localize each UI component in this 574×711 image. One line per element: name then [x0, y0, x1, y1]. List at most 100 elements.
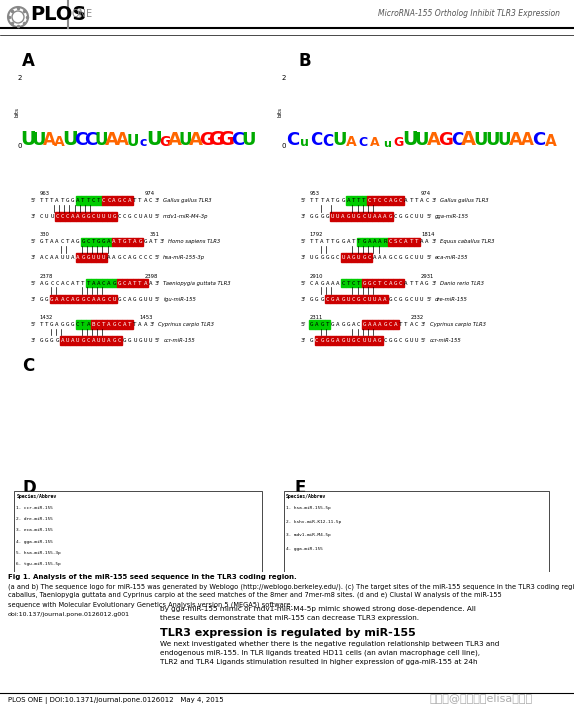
Bar — [106, 543, 111, 553]
Text: G: G — [145, 513, 147, 516]
Text: G: G — [393, 529, 395, 533]
Text: C: C — [161, 557, 163, 562]
Bar — [81, 254, 86, 262]
Text: A: A — [55, 296, 59, 301]
Bar — [346, 295, 351, 304]
Text: A: A — [107, 513, 110, 516]
Text: G: G — [389, 338, 392, 343]
Text: C: C — [149, 255, 152, 260]
Bar — [160, 510, 165, 520]
Text: C: C — [398, 529, 401, 533]
Text: U: U — [420, 214, 424, 219]
Text: G: G — [393, 542, 395, 547]
Bar — [325, 295, 331, 304]
Text: G: G — [394, 198, 397, 203]
Text: A: A — [134, 547, 137, 550]
Text: U: U — [188, 535, 190, 539]
Bar — [387, 540, 392, 550]
Bar — [331, 336, 336, 345]
Bar — [60, 295, 65, 304]
Text: G: G — [118, 281, 121, 286]
Text: U: U — [332, 132, 347, 149]
Text: T: T — [45, 322, 48, 327]
Text: U: U — [404, 515, 406, 519]
Bar — [473, 498, 478, 508]
Text: A: A — [107, 255, 111, 260]
Text: T: T — [76, 281, 80, 286]
Bar — [383, 320, 388, 328]
Bar — [435, 498, 441, 508]
Text: A: A — [370, 137, 380, 149]
Text: A: A — [76, 198, 80, 203]
Text: A: A — [331, 281, 334, 286]
Bar — [138, 520, 144, 531]
Text: 3': 3' — [160, 240, 165, 245]
Bar — [336, 336, 341, 345]
Bar — [388, 320, 393, 328]
Bar — [351, 254, 356, 262]
Text: A: A — [97, 296, 100, 301]
Text: U: U — [172, 524, 174, 528]
Text: G: G — [352, 338, 355, 343]
Text: G: G — [320, 214, 324, 219]
Text: T: T — [399, 322, 402, 327]
Text: 2: 2 — [281, 75, 285, 81]
Text: G: G — [133, 296, 137, 301]
Text: U: U — [415, 296, 418, 301]
Text: A: A — [71, 240, 75, 245]
Text: G: G — [320, 255, 324, 260]
Text: G: G — [469, 529, 471, 533]
Text: C: C — [231, 132, 245, 149]
Bar — [133, 279, 138, 287]
Text: G: G — [474, 501, 476, 506]
Text: A: A — [118, 501, 121, 506]
Text: A: A — [107, 524, 110, 528]
Text: G: G — [352, 255, 355, 260]
Text: bits: bits — [278, 107, 282, 117]
Bar — [446, 540, 451, 550]
Bar — [414, 540, 419, 550]
Text: C: C — [193, 547, 195, 550]
Text: A: A — [461, 130, 476, 149]
Bar — [86, 336, 91, 345]
Text: 3. eca-miR-155: 3. eca-miR-155 — [16, 528, 53, 533]
Text: T: T — [40, 198, 43, 203]
Bar — [397, 498, 403, 508]
Text: U: U — [193, 524, 195, 528]
Text: A: A — [97, 281, 100, 286]
Text: G: G — [145, 557, 147, 562]
Text: G: G — [145, 535, 147, 539]
Text: G: G — [128, 338, 131, 343]
Text: C: C — [409, 214, 413, 219]
Text: G: G — [144, 240, 147, 245]
Text: G: G — [156, 535, 158, 539]
Text: G: G — [442, 501, 444, 506]
Text: T: T — [154, 240, 157, 245]
Bar — [102, 336, 107, 345]
Bar — [398, 237, 404, 246]
Bar — [378, 237, 383, 246]
Bar — [392, 526, 397, 536]
Bar — [133, 510, 138, 520]
Text: A: A — [144, 322, 147, 327]
Text: G: G — [40, 240, 43, 245]
Bar — [362, 237, 367, 246]
Text: TLR2 and TLR4 Ligands stimulation resulted in higher expression of gga-miR-155 a: TLR2 and TLR4 Ligands stimulation result… — [160, 659, 478, 665]
Bar — [149, 510, 154, 520]
Text: G: G — [389, 255, 392, 260]
Bar — [76, 320, 81, 328]
Text: G: G — [133, 255, 137, 260]
Text: A: A — [352, 322, 355, 327]
Text: T: T — [331, 198, 334, 203]
Text: mdv1-miR-M4-3p: mdv1-miR-M4-3p — [163, 214, 209, 219]
Text: A: A — [415, 501, 417, 506]
Text: U: U — [102, 214, 106, 219]
Text: G: G — [134, 524, 137, 528]
Bar — [111, 498, 117, 508]
Text: C: C — [383, 281, 387, 286]
Text: A: A — [404, 281, 408, 286]
Bar — [409, 237, 414, 246]
Text: G: G — [393, 501, 395, 506]
Bar — [435, 540, 441, 550]
Text: T: T — [357, 198, 360, 203]
